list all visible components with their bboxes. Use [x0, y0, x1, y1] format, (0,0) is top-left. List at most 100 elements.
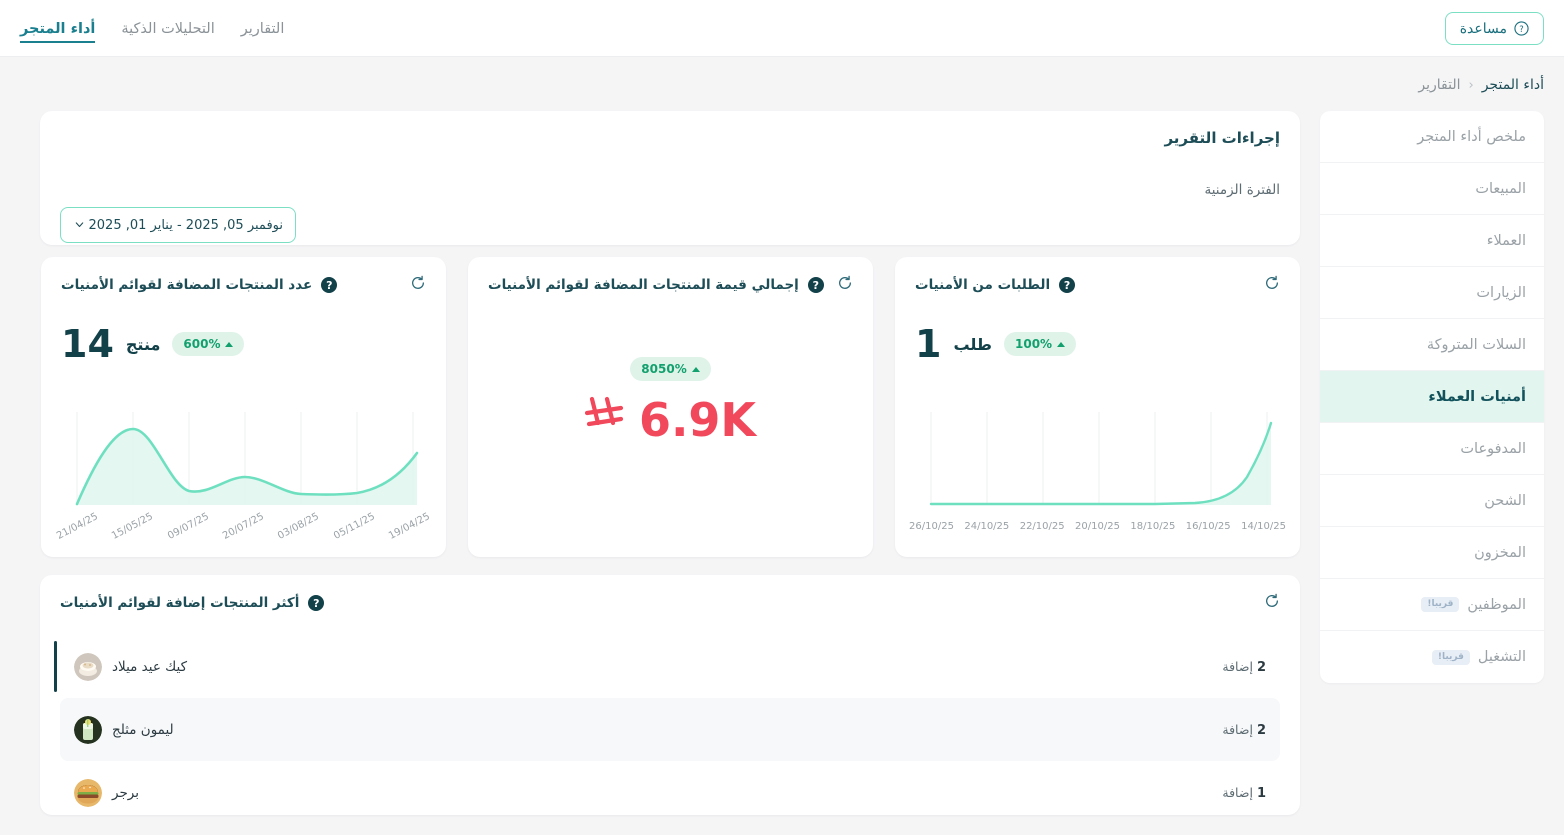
x-tick-label: 26/10/25	[909, 521, 954, 532]
kpi-title: إجمالي قيمة المنتجات المضافة لقوائم الأم…	[488, 277, 799, 293]
sidebar-item-label: ملخص أداء المتجر	[1417, 128, 1526, 145]
kpi-delta-value: 8050%	[641, 362, 687, 376]
question-mark-icon[interactable]: ?	[321, 277, 338, 293]
sidebar-item-customers[interactable]: العملاء	[1320, 215, 1544, 267]
top-products-panel: ? أكثر المنتجات إضافة لقوائم الأمنيات إض…	[40, 575, 1300, 815]
main-nav-tabs: التقارير التحليلات الذكية أداء المتجر	[20, 0, 284, 57]
svg-text:?: ?	[1519, 23, 1523, 33]
product-thumbnail-birthday-cake	[74, 652, 102, 681]
refresh-icon[interactable]	[837, 275, 853, 295]
table-row[interactable]: إضافة 2 ليمون مثلج	[60, 698, 1280, 761]
chart-svg	[929, 412, 1273, 506]
sidebar-item-visits[interactable]: الزيارات	[1320, 267, 1544, 319]
arrow-up-icon	[1057, 341, 1066, 347]
kpi-unit: منتج	[125, 334, 161, 354]
help-button-label: مساعدة	[1459, 20, 1507, 36]
kpi-value: 14	[61, 322, 114, 366]
sidebar-item-customer-wishlists[interactable]: أمنيات العملاء	[1320, 371, 1544, 423]
row-product-name: كيك عيد ميلاد	[112, 658, 188, 675]
tab-store-performance[interactable]: أداء المتجر	[20, 0, 96, 57]
kpi-delta-value: 100%	[1015, 337, 1053, 351]
sidebar-item-inventory[interactable]: المخزون	[1320, 527, 1544, 579]
chart-x-axis-labels: 19/04/25 05/11/25 03/08/25 20/07/25 09/0…	[41, 511, 446, 542]
sidebar-item-employees[interactable]: الموظفين قريبا!	[1320, 579, 1544, 631]
x-tick-label: 18/10/25	[1130, 521, 1176, 532]
kpi-title: الطلبات من الأمنيات	[915, 277, 1051, 293]
page-body: أداء المتجر ‹ التقارير ملخص أداء المتجر …	[0, 57, 1564, 835]
table-row[interactable]: إضافة 1 برجر	[60, 761, 1280, 815]
coming-soon-badge: قريبا!	[1431, 649, 1470, 665]
chart-area-fill	[931, 423, 1271, 505]
saudi-riyal-icon	[584, 395, 625, 444]
breadcrumb-parent[interactable]: التقارير	[1418, 77, 1461, 93]
help-button[interactable]: ? مساعدة	[1444, 11, 1544, 45]
x-tick-label: 24/10/25	[964, 521, 1010, 532]
period-field-label: الفترة الزمنية	[1204, 182, 1280, 198]
kpi-delta-badge: 100%	[1004, 332, 1077, 356]
sidebar-item-label: السلات المتروكة	[1426, 336, 1526, 353]
kpi-card-header: ? الطلبات من الأمنيات	[915, 275, 1280, 295]
sidebar-item-label: الشحن	[1484, 492, 1526, 509]
kpi-title-wrap: ? إجمالي قيمة المنتجات المضافة لقوائم ال…	[488, 277, 824, 293]
sidebar-item-store-summary[interactable]: ملخص أداء المتجر	[1320, 111, 1544, 163]
report-actions-title: إجراءات التقرير	[1164, 129, 1280, 147]
arrow-up-icon	[691, 366, 700, 372]
question-mark-icon[interactable]: ?	[308, 595, 325, 611]
table-row[interactable]: إضافة 2 كيك عيد ميلاد	[54, 635, 1280, 698]
kpi-card-wishlist-total-value: ? إجمالي قيمة المنتجات المضافة لقوائم ال…	[468, 257, 873, 557]
sidebar-item-label: الموظفين	[1467, 596, 1526, 613]
row-count-value: 1	[1256, 785, 1266, 801]
sidebar-item-label: المخزون	[1474, 544, 1526, 561]
chart-svg	[75, 412, 419, 506]
kpi-value: 1	[915, 322, 942, 366]
arrow-up-icon	[225, 341, 234, 347]
row-count-value: 2	[1256, 659, 1266, 675]
main-content: إجراءات التقرير الفترة الزمنية نوفمبر 05…	[40, 111, 1300, 815]
sidebar-item-label: المبيعات	[1475, 180, 1526, 197]
row-product-name: برجر	[112, 784, 139, 801]
sidebar-item-payments[interactable]: المدفوعات	[1320, 423, 1544, 475]
sidebar-item-label: الزيارات	[1476, 284, 1526, 301]
product-thumbnail-burger	[74, 778, 102, 807]
row-product-cell: برجر	[74, 778, 139, 807]
tab-smart-analytics-label: التحليلات الذكية	[121, 21, 215, 37]
x-tick-label: 22/10/25	[1019, 521, 1065, 532]
kpi-card-header: ? إجمالي قيمة المنتجات المضافة لقوائم ال…	[488, 275, 853, 295]
kpi-title-wrap: ? الطلبات من الأمنيات	[915, 277, 1076, 293]
chart-x-axis-labels: 14/10/25 16/10/25 18/10/25 20/10/25 22/1…	[895, 521, 1300, 532]
sidebar-item-sales[interactable]: المبيعات	[1320, 163, 1544, 215]
sidebar-item-abandoned-carts[interactable]: السلات المتروكة	[1320, 319, 1544, 371]
chevron-down-icon	[73, 216, 86, 235]
kpi-value-block: 8050% 6.9K	[488, 357, 853, 444]
chart-gridlines	[930, 412, 1268, 505]
question-mark-icon[interactable]: ?	[1059, 277, 1076, 293]
chart-gridlines	[76, 412, 414, 505]
sidebar-item-shipping[interactable]: الشحن	[1320, 475, 1544, 527]
tab-reports[interactable]: التقارير	[241, 0, 285, 57]
kpi-title-wrap: ? عدد المنتجات المضافة لقوائم الأمنيات	[61, 277, 338, 293]
row-product-name: ليمون مثلج	[112, 721, 174, 738]
x-tick-label: 16/10/25	[1185, 521, 1231, 532]
tab-store-performance-label: أداء المتجر	[20, 21, 96, 37]
sidebar-item-operations[interactable]: التشغيل قريبا!	[1320, 631, 1544, 683]
kpi-unit: طلب	[953, 334, 992, 354]
orders-from-wishlist-chart: 14/10/25 16/10/25 18/10/25 20/10/25 22/1…	[895, 407, 1300, 557]
row-count-unit: إضافة	[1222, 721, 1253, 737]
refresh-icon[interactable]	[410, 275, 426, 295]
breadcrumb-current: أداء المتجر	[1481, 77, 1544, 93]
refresh-icon[interactable]	[1264, 275, 1280, 295]
date-range-picker[interactable]: نوفمبر 05, 2025 - يناير 01, 2025	[60, 207, 296, 243]
refresh-icon[interactable]	[1264, 593, 1280, 613]
row-product-cell: كيك عيد ميلاد	[74, 652, 188, 681]
row-product-cell: ليمون مثلج	[74, 715, 174, 744]
tab-smart-analytics[interactable]: التحليلات الذكية	[121, 0, 214, 57]
row-count-cell: إضافة 2	[1222, 659, 1266, 675]
product-thumbnail-iced-lemon	[74, 715, 102, 744]
sidebar-item-label: العملاء	[1486, 232, 1526, 249]
chart-line	[75, 427, 419, 506]
question-mark-icon[interactable]: ?	[807, 277, 824, 293]
row-count-value: 2	[1256, 722, 1266, 738]
row-count-unit: إضافة	[1222, 784, 1253, 800]
kpi-value-row: 14 منتج 600%	[61, 325, 426, 363]
x-tick-label: 20/10/25	[1075, 521, 1120, 532]
